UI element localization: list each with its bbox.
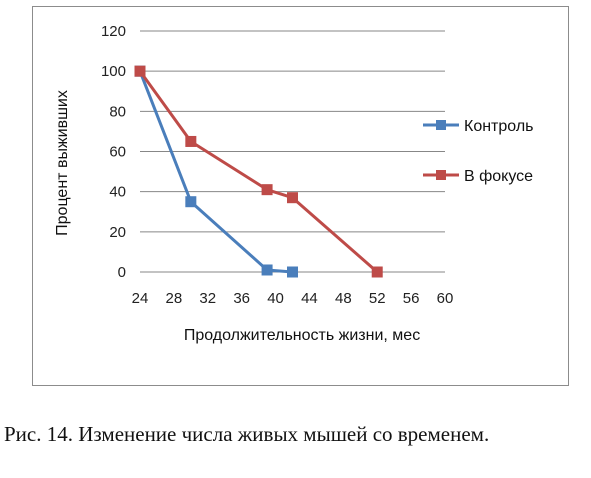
y-tick-labels: 0 20 40 60 80 100 120: [101, 23, 126, 281]
x-tick-label: 56: [403, 290, 420, 307]
series-line: [138, 70, 293, 274]
figure-caption: Рис. 14. Изменение числа живых мышей со …: [4, 422, 490, 446]
x-tick-label: 52: [369, 290, 386, 307]
series-line: [138, 70, 379, 274]
y-tick-label: 120: [101, 23, 126, 40]
legend-marker: [436, 120, 446, 130]
legend-label: Контроль: [464, 118, 534, 135]
x-tick-labels: 24 28 32 36 40 44 48 52 56 60: [132, 290, 454, 307]
x-tick-label: 24: [132, 290, 149, 307]
x-tick-label: 28: [166, 290, 183, 307]
data-point: [134, 65, 146, 77]
chart-svg: 0 20 40 60 80 100 120 24 28 32 36 40 44 48 52 56 60 Кон…: [54, 23, 534, 344]
legend-marker: [436, 170, 446, 180]
x-tick-label: 40: [267, 290, 284, 307]
grid-lines: [140, 30, 445, 273]
y-tick-label: 0: [118, 264, 126, 281]
y-tick-label: 40: [109, 184, 126, 201]
legend-label: В фокусе: [464, 168, 533, 185]
legend: Контроль В фокусе: [423, 118, 534, 185]
x-tick-label: 44: [301, 290, 318, 307]
x-tick-label: 32: [199, 290, 216, 307]
y-tick-label: 80: [109, 103, 126, 120]
legend-entry-1: В фокусе: [423, 168, 533, 185]
data-point: [287, 266, 298, 278]
y-axis-label: Процент выживших: [54, 90, 71, 236]
y-tick-label: 60: [109, 144, 126, 161]
data-point: [371, 266, 383, 278]
x-axis-label: Продолжительность жизни, мес: [184, 327, 420, 344]
y-tick-label: 100: [101, 63, 126, 80]
data-point: [185, 135, 197, 147]
series-layer: [134, 65, 383, 278]
y-tick-label: 20: [109, 224, 126, 241]
data-point: [185, 196, 197, 208]
series-1: [134, 65, 383, 278]
chart-frame: 0 20 40 60 80 100 120 24 28 32 36 40 44 48 52 56 60 Кон…: [32, 6, 569, 386]
data-point: [261, 264, 273, 276]
x-tick-label: 48: [335, 290, 352, 307]
data-point: [261, 184, 273, 196]
legend-entry-0: Контроль: [423, 118, 534, 135]
data-point: [287, 192, 298, 204]
x-tick-label: 60: [437, 290, 454, 307]
series-0: [134, 65, 298, 278]
x-tick-label: 36: [233, 290, 250, 307]
